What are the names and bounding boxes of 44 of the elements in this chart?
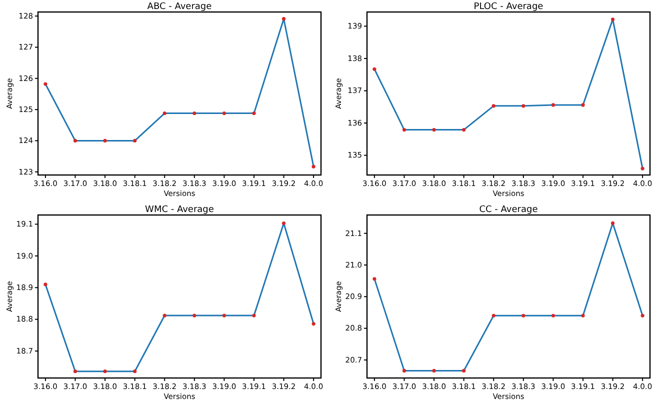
point [432,128,436,132]
point [252,111,256,116]
point [44,282,48,286]
point [282,17,286,21]
point [162,111,166,116]
point [73,370,78,374]
point [610,221,615,226]
point [44,82,48,86]
point [492,314,496,318]
point [640,314,644,318]
point [551,314,555,318]
point [162,314,166,318]
chart-title: WMC - Average [145,205,214,215]
point [522,104,526,108]
point [640,166,644,170]
point [522,314,526,318]
point [103,370,107,374]
point [372,67,376,71]
point [192,111,196,116]
point [372,277,376,281]
point [282,221,286,226]
point [581,103,585,107]
point [312,164,316,168]
chart-title: ABC - Average [147,2,212,12]
point [432,368,436,373]
point [402,368,406,373]
point [192,314,196,318]
point [222,314,226,318]
point [402,128,406,132]
point [222,111,226,116]
point [73,138,78,143]
point [133,138,137,143]
point [551,103,555,107]
point [492,104,496,108]
point [610,18,615,22]
point [103,138,107,143]
chart-title: CC - Average [479,205,538,215]
point [581,314,585,318]
point [462,368,466,373]
point [312,322,316,326]
point [462,128,466,132]
point [252,314,256,318]
chart-title: PLOC - Average [474,2,544,12]
point [133,370,137,374]
